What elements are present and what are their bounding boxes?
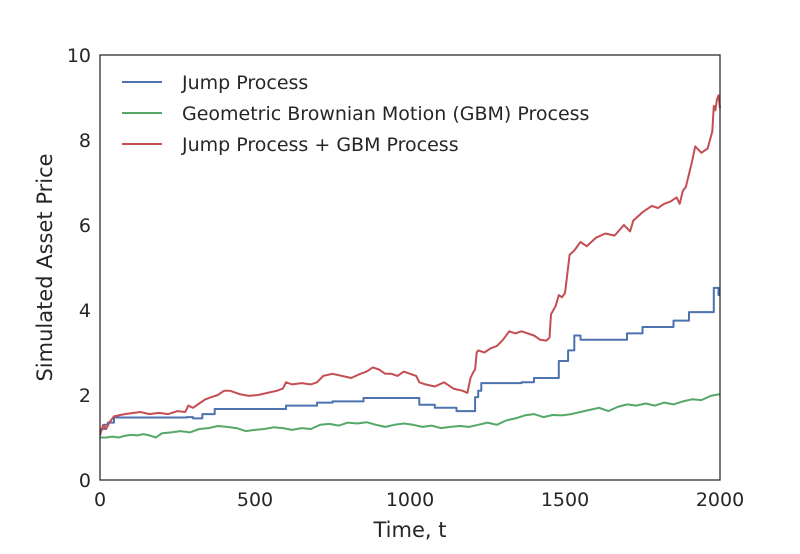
y-tick-label: 4 bbox=[79, 300, 91, 322]
y-tick-label: 6 bbox=[79, 215, 91, 237]
x-tick-label: 2000 bbox=[696, 489, 744, 511]
series-line-3 bbox=[99, 94, 721, 436]
y-axis-label: Simulated Asset Price bbox=[33, 153, 57, 381]
x-axis-label: Time, t bbox=[373, 518, 447, 542]
y-tick-label: 0 bbox=[79, 470, 91, 492]
legend-label-3: Jump Process + GBM Process bbox=[181, 134, 459, 156]
y-tick-label: 2 bbox=[79, 385, 91, 407]
y-tick-label: 8 bbox=[79, 130, 91, 152]
x-tick-label: 0 bbox=[94, 489, 106, 511]
series-line-1 bbox=[100, 286, 720, 430]
x-tick-label: 1000 bbox=[386, 489, 434, 511]
legend-label-2: Geometric Brownian Motion (GBM) Process bbox=[182, 103, 589, 125]
legend: Jump Process Geometric Brownian Motion (G… bbox=[122, 72, 589, 156]
plot-frame bbox=[99, 54, 721, 481]
legend-label-1: Jump Process bbox=[181, 72, 308, 94]
series-layer bbox=[99, 94, 721, 439]
y-tick-label: 10 bbox=[67, 45, 91, 67]
x-tick-label: 1500 bbox=[541, 489, 589, 511]
series-line-2 bbox=[100, 393, 721, 439]
ticks-layer: 0 500 1000 1500 2000 0 2 4 6 8 10 bbox=[67, 45, 744, 511]
x-tick-label: 500 bbox=[237, 489, 273, 511]
